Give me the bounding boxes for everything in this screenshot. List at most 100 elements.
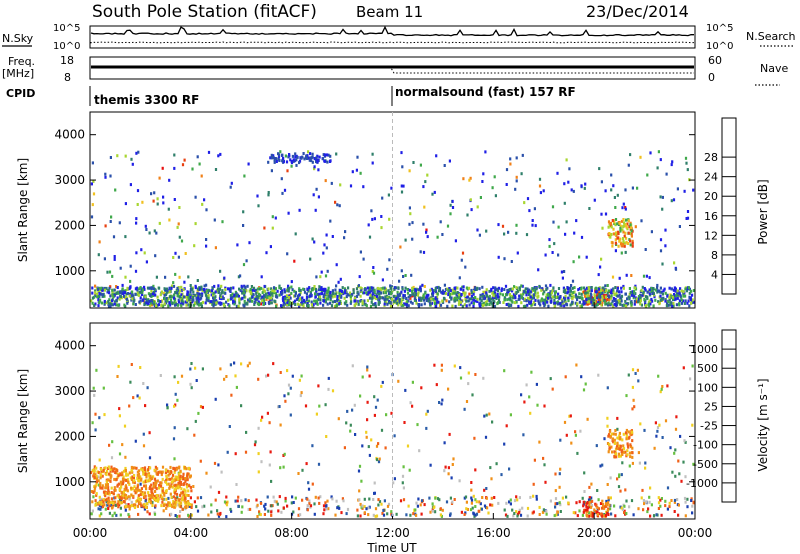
power-cell <box>509 162 512 166</box>
velocity-cell <box>342 499 345 503</box>
power-cell <box>173 296 176 300</box>
power-cell <box>109 156 112 159</box>
power-cell <box>562 286 565 290</box>
power-cell <box>139 286 142 290</box>
velocity-cell <box>616 427 619 431</box>
power-cell <box>97 294 101 298</box>
velocity-cell <box>585 514 589 517</box>
velocity-cell <box>126 473 130 477</box>
power-cell <box>563 270 566 273</box>
velocity-cell <box>164 471 167 475</box>
power-cell <box>601 226 604 230</box>
power-cell <box>92 192 96 196</box>
power-cell <box>583 286 586 290</box>
power-cell <box>185 303 188 307</box>
power-cell <box>141 288 144 292</box>
power-cell <box>692 289 695 292</box>
velocity-cell <box>689 377 692 381</box>
power-cell <box>146 298 149 302</box>
power-cell <box>672 198 676 202</box>
power-cell <box>347 286 350 290</box>
power-cell <box>651 299 654 303</box>
velocity-cell <box>440 402 443 406</box>
velocity-cell <box>483 488 486 492</box>
velocity-cell <box>590 510 593 514</box>
power-cell <box>422 293 425 297</box>
power-cell <box>258 287 261 291</box>
velocity-cell <box>675 415 678 419</box>
power-cell <box>177 255 180 259</box>
power-cell <box>145 301 148 305</box>
velocity-cell <box>217 514 221 518</box>
velocity-cell <box>153 477 157 481</box>
velocity-cell <box>609 496 612 500</box>
velocity-cell <box>569 414 572 418</box>
power-cell <box>561 300 564 304</box>
power-cell <box>686 287 689 291</box>
power-cell <box>167 207 170 211</box>
power-cell <box>462 288 465 292</box>
power-cell <box>356 299 359 303</box>
velocity-cell <box>470 488 473 492</box>
power-cell <box>196 300 199 304</box>
power-cell <box>253 303 256 306</box>
velocity-cell <box>500 473 503 477</box>
power-cell <box>423 285 426 288</box>
power-cell <box>402 303 405 307</box>
velocity-cell <box>189 382 192 386</box>
velocity-cell <box>611 439 614 442</box>
velocity-cell <box>478 500 481 504</box>
velocity-cell <box>139 475 142 479</box>
velocity-cell <box>144 480 147 483</box>
power-cell <box>214 290 217 294</box>
velocity-cell <box>168 470 171 474</box>
velocity-cell <box>214 498 217 502</box>
power-cell <box>387 295 391 299</box>
power-cell <box>608 232 611 235</box>
power-cell <box>234 297 237 301</box>
velocity-cell <box>411 404 414 408</box>
velocity-cell <box>272 362 275 366</box>
velocity-cell <box>625 437 628 441</box>
velocity-cell <box>666 486 670 490</box>
power-cell <box>593 293 596 297</box>
velocity-cell <box>136 499 139 502</box>
power-cell <box>354 301 357 305</box>
power-cell <box>335 303 338 307</box>
power-cell <box>470 291 473 295</box>
velocity-cell <box>691 504 694 508</box>
power-cell <box>201 202 204 206</box>
power-cell <box>338 295 341 299</box>
power-cell <box>633 286 637 290</box>
power-cell <box>137 150 140 154</box>
velocity-cell <box>134 491 137 495</box>
velocity-cell <box>365 507 368 511</box>
velocity-cell <box>199 405 203 409</box>
power-cell <box>303 299 306 303</box>
velocity-cell <box>175 492 179 496</box>
velocity-cell <box>624 431 628 435</box>
power-cell <box>428 301 432 305</box>
power-cell <box>200 302 203 306</box>
power-cell <box>143 303 146 307</box>
power-cell <box>91 203 94 207</box>
velocity-cell <box>266 495 269 499</box>
velocity-cell <box>213 461 217 465</box>
power-cell <box>130 157 133 161</box>
power-cell <box>173 293 176 297</box>
velocity-cell <box>102 490 106 494</box>
power-cell <box>507 230 510 234</box>
power-cell <box>396 293 399 297</box>
power-cell <box>197 303 201 307</box>
power-cell <box>286 301 289 305</box>
velocity-cell <box>331 497 334 501</box>
power-cell <box>494 291 497 295</box>
power-cell <box>620 219 624 223</box>
velocity-cell <box>603 505 606 509</box>
velocity-cell <box>180 476 183 480</box>
velocity-cell <box>608 446 611 450</box>
power-cell <box>111 303 114 307</box>
velocity-cell <box>148 456 152 460</box>
velocity-cell <box>311 482 314 486</box>
velocity-cell <box>409 513 412 517</box>
